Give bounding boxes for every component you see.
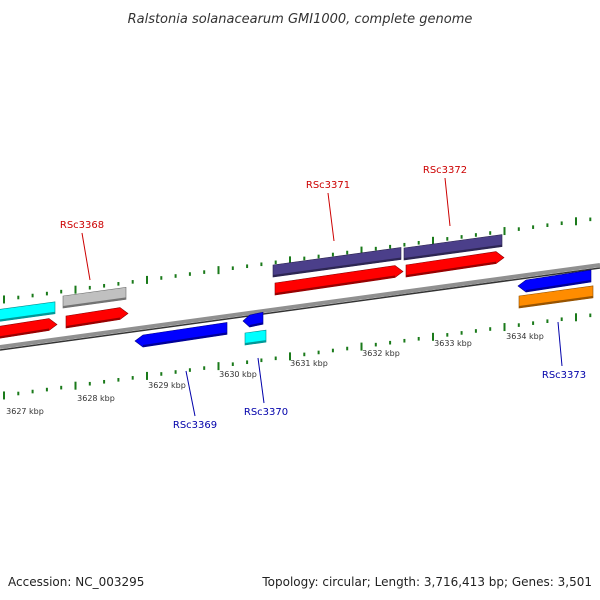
backbone-shadow	[0, 267, 600, 351]
gene-label-rsc3370[interactable]: RSc3370	[244, 407, 288, 418]
cyan-gene-feature	[244, 329, 267, 346]
slate-gene-feature	[272, 247, 402, 278]
feature-shade	[404, 244, 502, 260]
red-gene-feature	[0, 318, 58, 339]
gene-features	[0, 234, 594, 348]
gray-gene-feature	[62, 287, 127, 309]
orange-gene-feature	[518, 285, 594, 309]
genome-backbone	[0, 263, 600, 349]
blue-gene-feature	[242, 311, 264, 328]
ruler-tick-label: 3633 kbp	[434, 339, 472, 348]
label-leader-line	[81, 232, 91, 281]
feature-shade	[0, 328, 49, 339]
label-leader-lines	[81, 177, 563, 417]
accession-text: Accession: NC_003295	[8, 575, 144, 589]
feature-body	[0, 318, 58, 339]
feature-shade	[143, 332, 227, 347]
gene-label-rsc3372[interactable]: RSc3372	[423, 165, 467, 176]
blue-gene-feature	[517, 269, 592, 293]
gene-label-rsc3371[interactable]: RSc3371	[306, 180, 350, 191]
map-title: Ralstonia solanacearum GMI1000, complete…	[128, 12, 473, 27]
ruler-tick-label: 3631 kbp	[290, 359, 328, 368]
label-leader-line	[327, 192, 335, 242]
genome-summary-text: Topology: circular; Length: 3,716,413 bp…	[261, 575, 592, 589]
ruler-tick-label: 3628 kbp	[77, 394, 115, 403]
feature-shade	[245, 340, 266, 345]
feature-shade	[519, 295, 593, 308]
feature-shade	[66, 317, 120, 328]
gene-label-rsc3369[interactable]: RSc3369	[173, 420, 217, 431]
feature-shade	[249, 322, 263, 327]
feature-shade	[406, 261, 496, 277]
feature-shade	[526, 280, 591, 292]
blue-gene-feature	[134, 322, 228, 348]
cyan-gene-feature	[0, 301, 56, 322]
ruler-tick-label: 3632 kbp	[362, 349, 400, 358]
gene-label-rsc3368[interactable]: RSc3368	[60, 220, 104, 231]
ruler-tick-label: 3630 kbp	[219, 370, 257, 379]
label-leader-line	[557, 321, 563, 367]
feature-shade	[275, 275, 395, 295]
label-leader-line	[185, 370, 196, 417]
ruler-tick-label: 3627 kbp	[6, 407, 44, 416]
gene-label-rsc3373[interactable]: RSc3373	[542, 370, 586, 381]
ruler-tick-label: 3629 kbp	[148, 381, 186, 390]
red-gene-feature	[65, 307, 129, 329]
red-gene-feature	[405, 251, 505, 278]
feature-shade	[63, 297, 126, 308]
feature-shade	[0, 311, 55, 322]
slate-gene-feature	[403, 234, 503, 261]
red-gene-feature	[274, 265, 404, 296]
ruler-tick-label: 3634 kbp	[506, 332, 544, 341]
lower-tick-dots	[3, 313, 592, 400]
feature-shade	[273, 257, 401, 277]
label-leader-line	[257, 357, 265, 404]
upper-tick-dots	[3, 217, 592, 304]
label-leader-line	[444, 177, 451, 227]
